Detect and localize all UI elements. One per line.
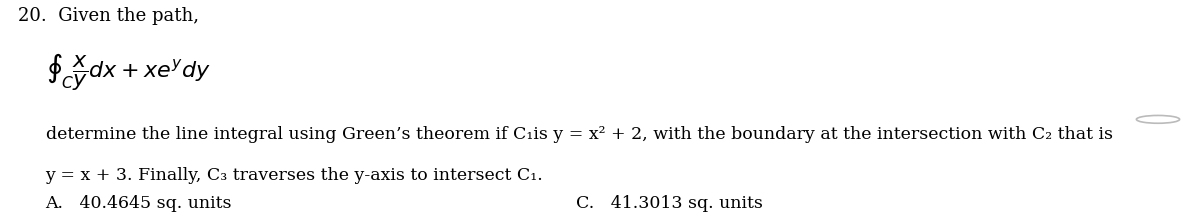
- Text: 20.  Given the path,: 20. Given the path,: [18, 7, 199, 25]
- Text: C.   41.3013 sq. units: C. 41.3013 sq. units: [576, 195, 763, 212]
- Text: $\oint_C \dfrac{x}{y}dx + xe^y dy$: $\oint_C \dfrac{x}{y}dx + xe^y dy$: [46, 52, 210, 93]
- Text: A.   40.4645 sq. units: A. 40.4645 sq. units: [46, 195, 232, 212]
- Text: y = x + 3. Finally, C₃ traverses the y-axis to intersect C₁.: y = x + 3. Finally, C₃ traverses the y-a…: [46, 167, 544, 184]
- Text: determine the line integral using Green’s theorem if C₁is y = x² + 2, with the b: determine the line integral using Green’…: [46, 126, 1112, 143]
